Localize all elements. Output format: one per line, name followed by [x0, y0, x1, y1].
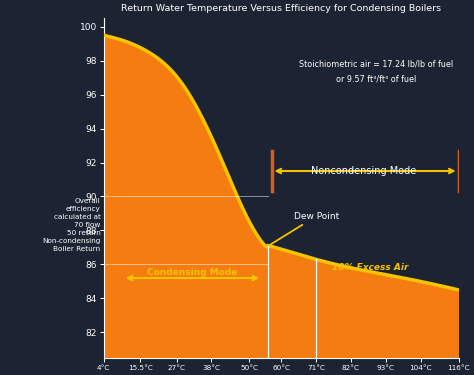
Text: Overall
efficiency
calculated at
70 flow
50 return
Non-condensing
Boiler Return: Overall efficiency calculated at 70 flow…: [42, 198, 100, 252]
Text: Dew Point: Dew Point: [271, 211, 339, 244]
Text: Condensing Mode: Condensing Mode: [147, 268, 237, 277]
Text: Noncondensing Mode: Noncondensing Mode: [311, 166, 416, 176]
Title: Return Water Temperature Versus Efficiency for Condensing Boilers: Return Water Temperature Versus Efficien…: [121, 4, 441, 13]
Polygon shape: [104, 35, 458, 358]
Text: 10% Excess Air: 10% Excess Air: [332, 263, 408, 272]
Text: or 9.57 ft³/ft³ of fuel: or 9.57 ft³/ft³ of fuel: [336, 75, 416, 84]
Text: Stoichiometric air = 17.24 lb/lb of fuel: Stoichiometric air = 17.24 lb/lb of fuel: [299, 60, 453, 69]
